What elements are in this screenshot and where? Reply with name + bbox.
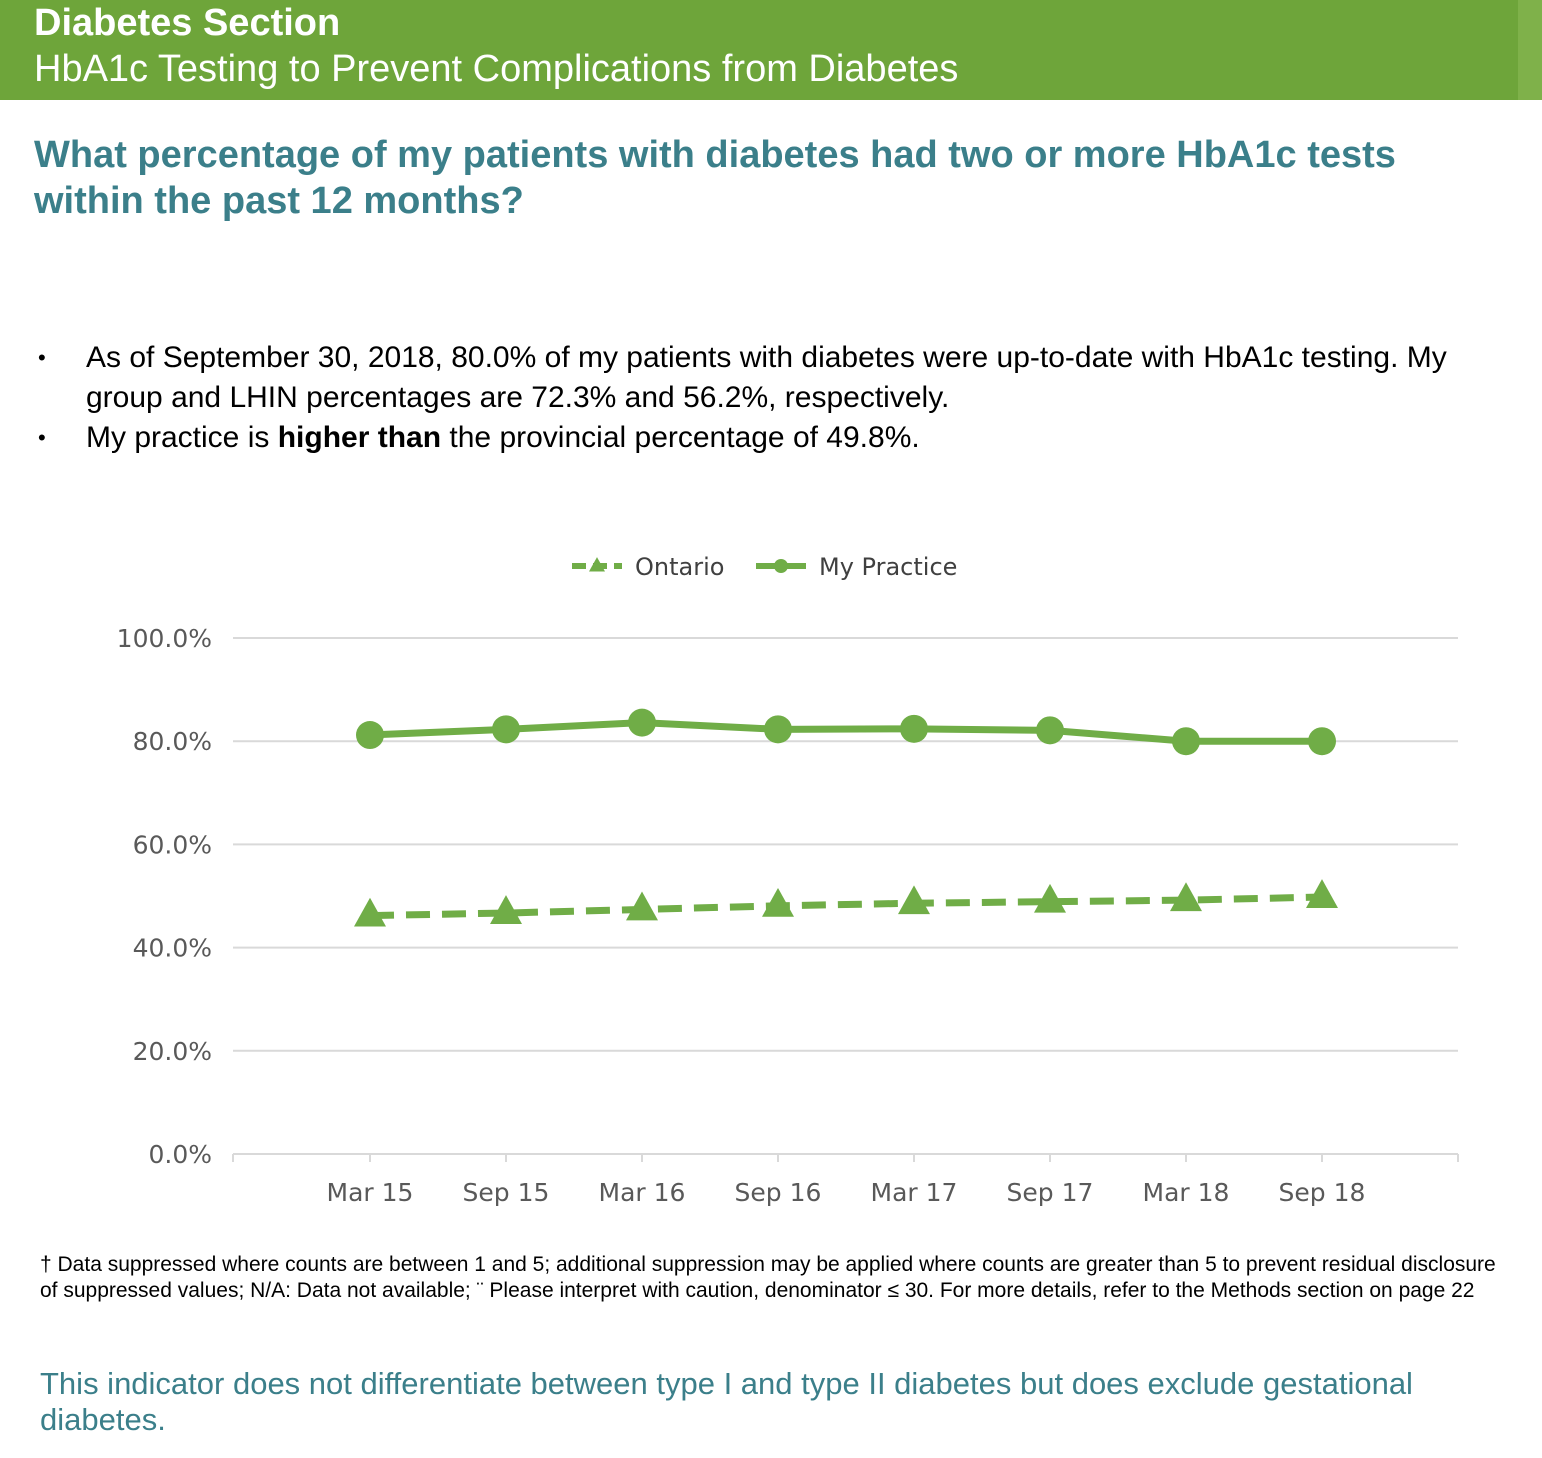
data-point-triangle bbox=[1170, 882, 1202, 912]
x-tick-label: Sep 17 bbox=[1007, 1178, 1094, 1207]
section-title: Diabetes Section bbox=[34, 2, 341, 44]
summary-bullet-emphasis: higher than bbox=[277, 421, 442, 454]
x-tick-label: Sep 16 bbox=[735, 1178, 822, 1207]
legend-marker-triangle bbox=[589, 557, 605, 572]
summary-bullet-text: As of September 30, 2018, 80.0% of my pa… bbox=[86, 341, 1447, 414]
y-tick-label: 80.0% bbox=[133, 727, 212, 756]
indicator-note: This indicator does not differentiate be… bbox=[40, 1366, 1413, 1437]
data-point-circle bbox=[764, 715, 792, 744]
data-point-triangle bbox=[490, 895, 522, 924]
data-point-triangle bbox=[1306, 879, 1338, 908]
y-tick-label: 40.0% bbox=[133, 934, 212, 963]
data-point-circle bbox=[356, 721, 384, 750]
summary-bullet: • My practice is higher than the provinc… bbox=[34, 418, 1514, 458]
data-point-circle bbox=[1172, 727, 1200, 756]
y-tick-label: 20.0% bbox=[133, 1037, 212, 1066]
series-line-my-practice bbox=[369, 719, 1322, 745]
y-tick-label: 0.0% bbox=[148, 1140, 212, 1169]
x-tick-label: Mar 17 bbox=[871, 1178, 958, 1207]
summary-bullets: • As of September 30, 2018, 80.0% of my … bbox=[34, 338, 1514, 458]
data-point-circle bbox=[1308, 727, 1336, 756]
bullet-marker: • bbox=[38, 425, 46, 450]
chart-series bbox=[354, 708, 1338, 927]
data-point-triangle bbox=[354, 897, 386, 927]
legend-label: My Practice bbox=[819, 553, 957, 581]
y-tick-label: 60.0% bbox=[133, 830, 212, 859]
chart-gridlines bbox=[233, 637, 1458, 1052]
data-point-circle bbox=[1036, 716, 1064, 745]
trend-line-chart: Ontario My Practice 0.0% 20.0% 40.0% 60.0% 80… bbox=[117, 553, 1459, 1207]
chart-legend: Ontario My Practice bbox=[572, 553, 957, 581]
data-point-triangle bbox=[762, 887, 794, 917]
x-tick-label: Sep 18 bbox=[1279, 1178, 1366, 1207]
x-tick-label: Mar 16 bbox=[599, 1178, 686, 1207]
x-tick-label: Mar 15 bbox=[327, 1178, 414, 1207]
data-point-circle bbox=[900, 714, 928, 743]
summary-bullet-suffix: the provincial percentage of 49.8%. bbox=[449, 421, 920, 454]
chart-axes: 0.0% 20.0% 40.0% 60.0% 80.0% 100.0% Mar 15 Sep … bbox=[117, 624, 1459, 1207]
x-tick-label: Sep 15 bbox=[463, 1178, 550, 1207]
section-subtitle: HbA1c Testing to Prevent Complications f… bbox=[34, 48, 959, 90]
suppression-footnote: † Data suppressed where counts are betwe… bbox=[40, 1253, 1496, 1302]
data-point-circle bbox=[492, 715, 520, 744]
x-tick-label: Mar 18 bbox=[1143, 1178, 1230, 1207]
data-point-triangle bbox=[626, 891, 658, 921]
bullet-marker: • bbox=[38, 345, 46, 370]
data-point-triangle bbox=[1034, 883, 1066, 913]
y-tick-label: 100.0% bbox=[117, 624, 212, 653]
legend-label: Ontario bbox=[635, 553, 724, 581]
data-point-triangle bbox=[898, 885, 930, 915]
section-header-band-edge bbox=[1518, 0, 1542, 100]
data-point-circle bbox=[628, 708, 656, 737]
summary-bullet-prefix: My practice is bbox=[86, 421, 270, 454]
indicator-question: What percentage of my patients with diab… bbox=[34, 134, 1396, 222]
legend-marker-circle bbox=[774, 559, 788, 573]
series-line-ontario bbox=[369, 893, 1323, 920]
summary-bullet: • As of September 30, 2018, 80.0% of my … bbox=[34, 338, 1514, 418]
section-header-band bbox=[0, 0, 1518, 100]
